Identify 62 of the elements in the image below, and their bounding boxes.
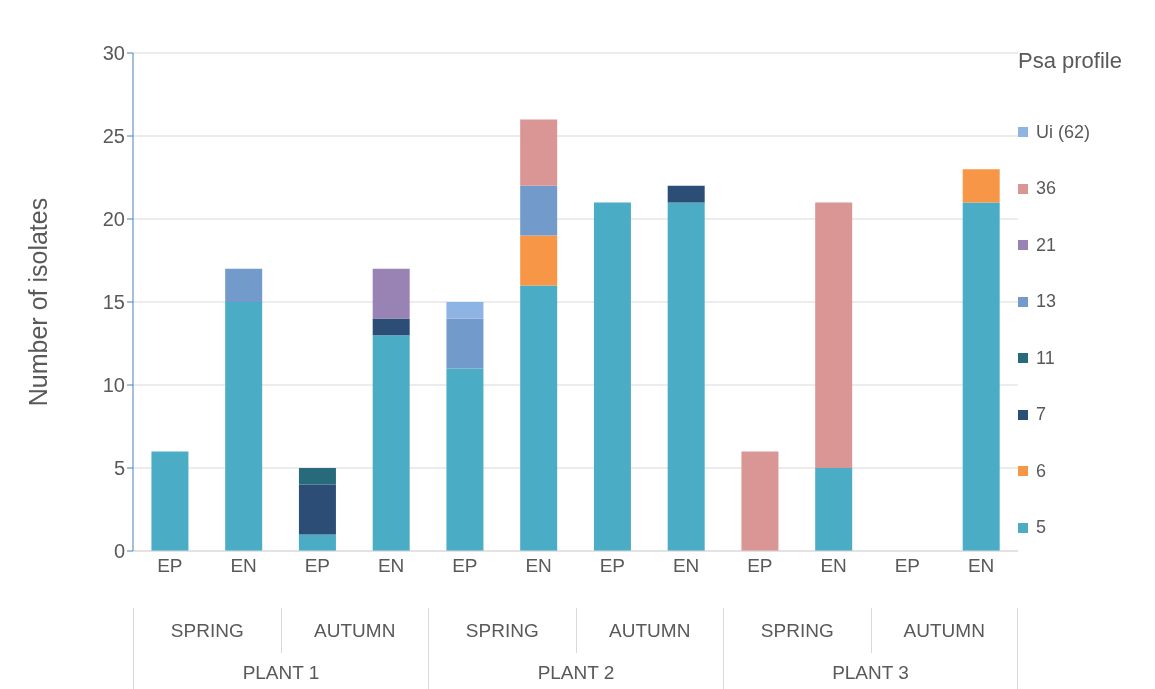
bar [446, 302, 484, 319]
bar [520, 185, 558, 236]
y-tick-label: 20 [102, 208, 125, 231]
bar [372, 268, 410, 319]
x-tick-label: EN [230, 555, 257, 577]
bar [667, 185, 705, 203]
legend-label: 36 [1035, 177, 1058, 201]
legend-label: Ui (62) [1035, 120, 1091, 144]
x-tick-label: EP [894, 555, 921, 577]
bar [298, 484, 336, 535]
y-tick-label: 5 [113, 457, 125, 480]
text: AUTUMN [280, 608, 428, 653]
bar [815, 468, 853, 551]
bar [962, 202, 1000, 551]
x-tick-label: EN [820, 555, 847, 577]
x-tick-label: EP [304, 555, 331, 577]
legend-label: 21 [1035, 233, 1058, 257]
bar [298, 468, 336, 485]
x-tick-label: EN [377, 555, 405, 577]
x-tick-label: EN [672, 555, 700, 577]
legend-label: 7 [1035, 403, 1047, 427]
text: PLANT 3 [723, 653, 1018, 689]
bar [741, 451, 779, 551]
bar [446, 318, 484, 369]
bar [372, 335, 410, 551]
x-tick-label: EP [452, 555, 478, 577]
text: AUTUMN [575, 608, 723, 653]
x-tick-label: EP [157, 555, 183, 577]
legend-title: Psa profile [1018, 48, 1123, 74]
text: PLANT 2 [428, 653, 723, 689]
y-tick-label: 15 [102, 291, 125, 314]
text: SPRING [133, 608, 281, 653]
legend-label: 11 [1035, 346, 1056, 370]
bar [225, 268, 263, 302]
bar [593, 202, 631, 551]
text: AUTUMN [870, 608, 1018, 653]
bar [667, 202, 705, 551]
bar [372, 318, 410, 336]
x-tick-label: EP [747, 555, 773, 577]
y-axis-title: Number of isolates [23, 197, 52, 407]
text: PLANT 1 [133, 653, 428, 689]
legend-label: 6 [1035, 459, 1047, 483]
bar [225, 302, 263, 551]
y-tick-label: 30 [102, 42, 125, 65]
y-tick-label: 10 [102, 374, 125, 397]
x-tick-label: EP [599, 555, 626, 577]
legend-label: 13 [1035, 290, 1058, 314]
bar [520, 119, 558, 186]
y-tick-label: 25 [102, 125, 125, 148]
bar [520, 235, 558, 286]
bar [446, 368, 484, 551]
text: SPRING [428, 608, 576, 653]
bar [151, 451, 189, 551]
x-tick-label: EN [967, 555, 995, 577]
bar [962, 169, 1000, 203]
legend-label: 5 [1035, 516, 1047, 540]
bar [520, 285, 558, 551]
y-tick-label: 0 [113, 540, 125, 563]
text: SPRING [723, 608, 871, 653]
x-tick-label: EN [525, 555, 552, 577]
bar [298, 534, 336, 551]
bar [815, 202, 853, 468]
